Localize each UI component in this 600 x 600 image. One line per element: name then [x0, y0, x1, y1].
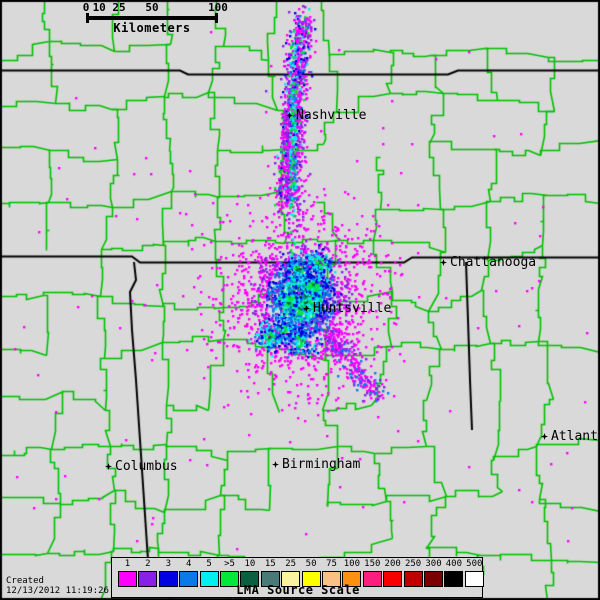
legend-title: LMA Source Scale — [236, 583, 360, 597]
legend-label-10: 10 — [244, 559, 256, 569]
city-label: Huntsville — [313, 301, 392, 316]
created-timestamp: 12/13/2012 11:19:26 — [6, 586, 109, 596]
legend-swatch-5 — [199, 571, 219, 587]
legend-label-25: 25 — [285, 559, 297, 569]
scale-tick-100: 100 — [208, 1, 228, 14]
legend-label-100: 100 — [343, 559, 361, 569]
legend-label-75: 75 — [326, 559, 337, 569]
legend-label-400: 400 — [445, 559, 463, 569]
scale-bar-ticks: 0 10 25 50 100 — [82, 1, 228, 16]
scale-bar: 0 10 25 50 100 Kilometers — [82, 1, 228, 36]
legend-swatch-250 — [403, 571, 423, 587]
legend-swatch-2 — [138, 571, 158, 587]
city-marker-icon — [303, 305, 310, 312]
legend-swatch-3 — [158, 571, 178, 587]
legend-swatch-10 — [240, 571, 260, 587]
legend-label-150: 150 — [364, 559, 381, 569]
legend-swatch-400 — [444, 571, 464, 587]
legend-swatch-100 — [342, 571, 362, 587]
city-label: Birmingham — [282, 457, 361, 472]
legend-swatch-150 — [362, 571, 382, 587]
legend-swatch-200 — [383, 571, 403, 587]
legend-label-15: 15 — [264, 559, 276, 569]
legend-label-3: 3 — [165, 559, 172, 569]
scale-tick-10: 10 — [92, 1, 106, 14]
legend-label-5: 5 — [206, 559, 212, 569]
scale-tick-25: 25 — [112, 1, 126, 14]
legend-swatch->5 — [220, 571, 239, 587]
city-label: Columbus — [115, 459, 178, 474]
scale-bar-units-label: Kilometers — [113, 21, 191, 35]
legend-color-swatches — [112, 571, 484, 588]
city-label: Atlanta — [551, 429, 600, 444]
city-label: Nashville — [296, 108, 367, 123]
legend-swatch-50 — [301, 571, 321, 587]
lma-source-scale-legend: 1 2 3 4 5 >5 10 15 25 50 75 100 150 200 250 300 400 500 L… — [111, 557, 484, 598]
legend-label-4: 4 — [185, 559, 192, 569]
created-stamp: Created 12/13/2012 11:19:26 — [6, 576, 109, 596]
city-label: Chattanooga — [450, 255, 537, 270]
city-marker-icon — [272, 461, 279, 468]
legend-label-2: 2 — [145, 559, 151, 569]
scale-tick-0: 0 — [82, 1, 90, 14]
legend-swatch-500 — [464, 571, 484, 587]
legend-label-300: 300 — [425, 559, 442, 569]
legend-tick-labels: 1 2 3 4 5 >5 10 15 25 50 75 100 150 200 250 300 400 500 — [112, 559, 483, 571]
legend-label-200: 200 — [384, 559, 401, 569]
city-marker-icon — [440, 259, 447, 266]
legend-swatch-1 — [118, 571, 137, 587]
city-marker-icon — [541, 433, 548, 440]
legend-label-50: 50 — [305, 559, 317, 569]
scale-bar-rule — [86, 13, 218, 23]
legend-label->5: >5 — [224, 559, 235, 569]
legend-label-1: 1 — [124, 559, 131, 569]
legend-label-250: 250 — [404, 559, 422, 569]
legend-swatch-4 — [179, 571, 199, 587]
legend-label-500: 500 — [466, 559, 483, 569]
legend-swatch-300 — [424, 571, 443, 587]
legend-swatch-15 — [260, 571, 280, 587]
legend-swatch-25 — [281, 571, 301, 587]
city-marker-icon — [105, 463, 112, 470]
legend-swatch-75 — [322, 571, 341, 587]
created-label: Created — [6, 576, 44, 586]
scale-tick-50: 50 — [145, 1, 159, 14]
city-marker-icon — [286, 112, 293, 119]
